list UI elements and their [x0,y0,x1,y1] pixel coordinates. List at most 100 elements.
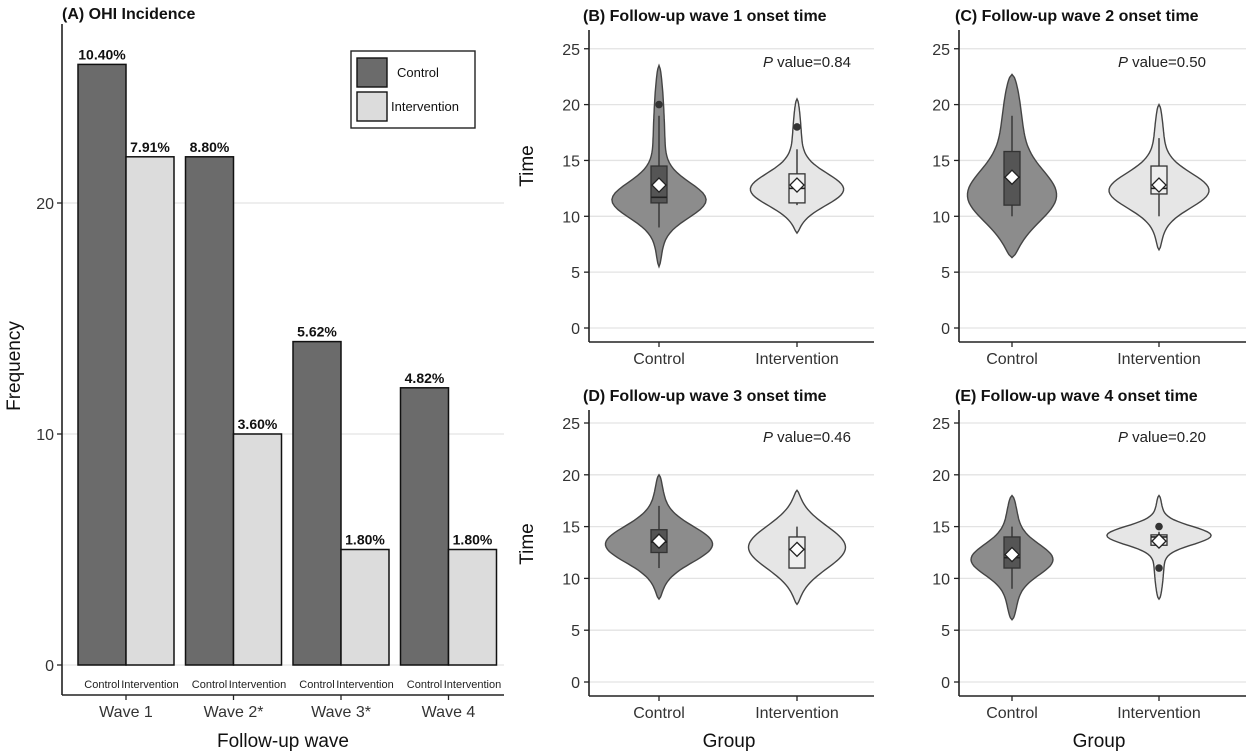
bar-data-label: 5.62% [297,324,337,340]
bar-intervention [125,156,175,666]
panel-e-y-ticks: 0 5 10 15 20 25 [932,416,959,692]
mean-diamond [1151,533,1167,550]
y-tick-label: 25 [562,42,580,59]
legend-swatch-intervention [356,91,388,122]
bar-control [399,387,450,666]
mean-diamond [1004,546,1020,563]
x-tick-label: Wave 4 [422,704,476,721]
y-tick-label: 20 [562,98,580,115]
panel-b-title: (B) Follow-up wave 1 onset time [583,8,827,25]
y-tick-label: 10 [932,209,950,226]
bar-data-label: 4.82% [405,370,445,386]
x-tick-label: Intervention [1117,351,1201,368]
x-tick-label: Wave 2* [204,704,264,721]
panel-c-p-text: value=0.50 [1128,54,1206,71]
bar-group-label: Control [192,679,227,691]
legend-swatch-control [356,57,388,88]
panel-b-p-text: value=0.84 [773,54,851,71]
y-tick-label: 15 [562,153,580,170]
panel-a-title: (A) OHI Incidence [62,6,195,23]
panel-b-violins [611,63,845,269]
y-tick-label: 20 [562,468,580,485]
panel-a-data-labels: 10.40% 7.91% 8.80% 3.60% 5.62% 1.80% 4.82% 1.80… [78,46,493,547]
panel-e-p-text: value=0.20 [1128,429,1206,446]
panel-d-title: (D) Follow-up wave 3 onset time [583,388,827,405]
panel-d-y-ticks: 0 5 10 15 20 25 [562,416,589,692]
panel-d-p-text: value=0.46 [773,429,851,446]
bar-group-label: Intervention [121,679,178,691]
panel-d-violins [604,473,847,606]
bar-data-label: 7.91% [130,139,170,155]
panel-b-gridlines [589,48,874,329]
y-tick-label: 20 [932,468,950,485]
y-tick-label: 15 [932,520,950,537]
mean-diamond [789,541,805,558]
panel-d-violin-chart: (D) Follow-up wave 3 onset time 0 5 10 15 20… [517,388,874,752]
mean-diamond [1151,177,1167,193]
panel-a-y-label: Frequency [4,321,25,411]
y-tick-label: 20 [932,98,950,115]
bar-control [77,63,127,666]
panel-b-x-ticks: Control Intervention [633,342,839,368]
bar-group-label: Control [299,679,334,691]
x-tick-label: Control [633,705,685,722]
y-tick-label: 0 [571,675,580,692]
panel-a-x-label: Follow-up wave [217,731,349,752]
panel-e-x-label: Group [1073,731,1126,752]
panel-d-x-ticks: Control Intervention [633,696,839,722]
mean-diamond [651,177,667,193]
y-tick-label: 0 [45,658,54,675]
y-tick-label: 15 [932,153,950,170]
y-tick-label: 15 [562,520,580,537]
bar-intervention [232,433,283,666]
outlier-point [1155,522,1163,531]
panel-c-title: (C) Follow-up wave 2 onset time [955,8,1199,25]
y-tick-label: 10 [932,571,950,588]
bar-group-label: Control [407,679,442,691]
panel-c-violins [966,73,1210,259]
x-tick-label: Intervention [755,351,839,368]
y-tick-label: 10 [562,209,580,226]
bar-intervention [340,548,390,666]
panel-e-p-value: P value=0.20 [1118,429,1206,446]
y-tick-label: 5 [571,623,580,640]
panel-b-y-ticks: 0 5 10 15 20 25 [562,42,589,338]
bar-data-label: 8.80% [190,139,230,155]
panel-a-y-ticks: 0 10 20 [36,196,62,675]
bar-group-label: Control [84,679,119,691]
y-tick-label: 5 [941,623,950,640]
panel-d-p-letter: P [763,429,773,446]
mean-diamond [789,177,805,193]
x-tick-label: Control [633,351,685,368]
y-tick-label: 20 [36,196,54,213]
y-tick-label: 25 [932,416,950,433]
panel-c-x-ticks: Control Intervention [986,342,1201,368]
mean-diamond [651,533,667,550]
panel-a-bar-chart: (A) OHI Incidence 10.40% 7.91% 8.80% 3.60% 5… [4,6,504,752]
y-tick-label: 5 [941,265,950,282]
bar-data-label: 1.80% [345,532,385,548]
panel-c-violin-chart: (C) Follow-up wave 2 onset time 0 5 10 15 20… [932,8,1246,368]
x-tick-label: Control [986,705,1038,722]
bar-group-label: Intervention [336,679,393,691]
x-tick-label: Control [986,351,1038,368]
y-tick-label: 10 [562,571,580,588]
y-tick-label: 10 [36,427,54,444]
x-tick-label: Intervention [755,705,839,722]
legend: Control Intervention [350,50,476,129]
bar-control [292,340,342,666]
y-tick-label: 0 [571,321,580,338]
panel-d-x-label: Group [703,731,756,752]
y-tick-label: 0 [941,321,950,338]
panel-c-y-ticks: 0 5 10 15 20 25 [932,42,959,338]
outlier-point [1155,564,1163,572]
outlier-point [793,123,801,131]
x-tick-label: Wave 1 [99,704,153,721]
bar-data-label: 10.40% [78,46,126,62]
bar-data-label: 3.60% [238,416,278,432]
panel-d-y-label: Time [517,523,538,565]
panel-c-p-value: P value=0.50 [1118,54,1206,71]
x-tick-label: Wave 3* [311,704,371,721]
